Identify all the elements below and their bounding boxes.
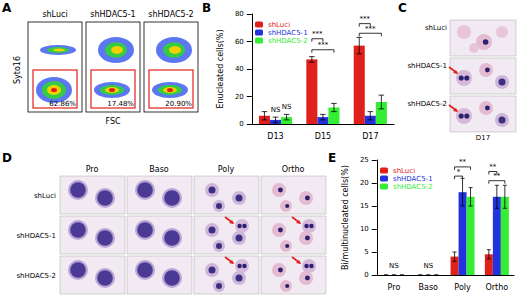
svg-text:Baso: Baso [149,165,169,174]
svg-text:shLuci: shLuci [393,167,415,175]
svg-text:5: 5 [364,248,368,256]
svg-text:B: B [202,1,211,15]
svg-text:shHDAC5-1: shHDAC5-1 [268,29,308,37]
svg-text:Baso: Baso [419,283,439,292]
svg-text:D13: D13 [267,132,283,141]
svg-text:D17: D17 [362,132,378,141]
svg-text:shHDAC5-1: shHDAC5-1 [16,232,56,240]
svg-text:Enucleated cells(%): Enucleated cells(%) [216,29,225,108]
svg-text:shLuci: shLuci [34,192,56,200]
svg-text:Ortho: Ortho [282,165,305,174]
svg-text:D15: D15 [315,132,331,141]
svg-text:**: ** [459,158,467,166]
svg-text:shHDAC5-2: shHDAC5-2 [16,272,56,280]
svg-text:15: 15 [360,202,369,210]
svg-text:shHDAC5-1: shHDAC5-1 [90,10,135,19]
svg-text:***: *** [318,41,329,49]
svg-text:Poly: Poly [218,165,235,174]
svg-text:62.86%: 62.86% [49,100,76,108]
svg-text:FSC: FSC [105,117,121,126]
svg-text:20: 20 [360,179,369,187]
svg-text:shHDAC5-2: shHDAC5-2 [407,100,447,108]
svg-text:C: C [398,1,407,15]
svg-text:25: 25 [360,156,369,164]
svg-text:shLuci: shLuci [268,21,290,29]
svg-text:shHDAC5-2: shHDAC5-2 [148,10,193,19]
svg-text:NS: NS [282,103,292,111]
svg-text:60: 60 [235,38,244,46]
svg-text:NS: NS [389,262,399,270]
svg-text:***: *** [360,15,371,23]
svg-text:shLuci: shLuci [425,24,447,32]
svg-text:17.48%: 17.48% [107,100,134,108]
svg-text:Poly: Poly [454,283,471,292]
svg-text:80: 80 [235,10,244,18]
svg-text:Syto16: Syto16 [13,56,22,84]
svg-text:*: * [457,168,461,176]
svg-text:10: 10 [360,225,369,233]
svg-text:***: *** [312,30,323,38]
svg-text:shLuci: shLuci [42,10,67,19]
svg-text:Ortho: Ortho [486,283,509,292]
svg-text:D17: D17 [476,134,490,142]
svg-text:shHDAC5-2: shHDAC5-2 [268,37,308,45]
svg-text:E: E [328,151,336,165]
svg-text:20: 20 [235,93,244,101]
svg-text:**: ** [489,163,497,171]
svg-text:shHDAC5-1: shHDAC5-1 [393,175,433,183]
svg-text:Pro: Pro [388,283,401,292]
svg-text:shHDAC5-1: shHDAC5-1 [407,62,447,70]
svg-text:shHDAC5-2: shHDAC5-2 [393,183,433,191]
svg-text:Bi/multinucleated cells(%): Bi/multinucleated cells(%) [341,165,350,270]
svg-text:A: A [2,1,12,15]
svg-text:20.90%: 20.90% [165,100,192,108]
svg-text:NS: NS [423,262,433,270]
svg-text:0: 0 [364,271,368,279]
svg-text:0: 0 [239,120,243,128]
svg-text:40: 40 [235,65,244,73]
svg-text:Pro: Pro [86,165,99,174]
svg-text:D: D [2,151,12,165]
svg-text:NS: NS [271,106,281,114]
